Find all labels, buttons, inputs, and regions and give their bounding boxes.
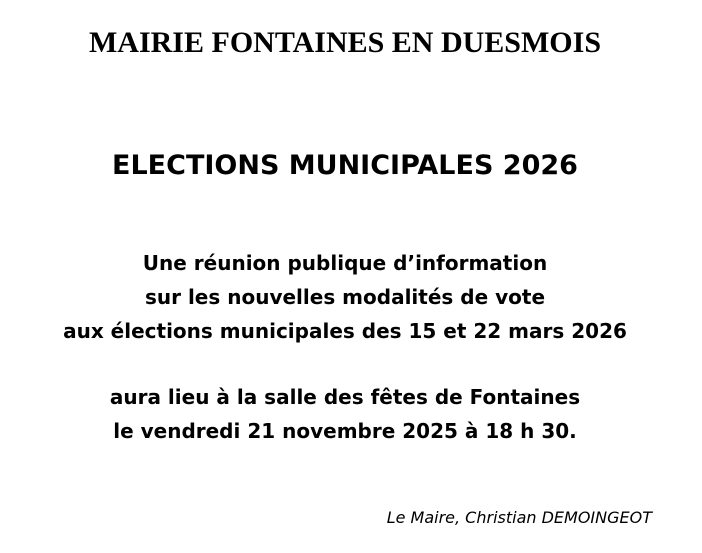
schedule-paragraph: aura lieu à la salle des fêtes de Fontai… xyxy=(0,348,690,448)
slide-content: MAIRIE FONTAINES EN DUESMOIS ELECTIONS M… xyxy=(0,26,690,527)
schedule-line-1: aura lieu à la salle des fêtes de Fontai… xyxy=(109,385,581,409)
announcement-line-1: Une réunion publique d’information xyxy=(142,251,548,275)
announcement-line-3: aux élections municipales des 15 et 22 m… xyxy=(63,319,627,343)
announcement-paragraph: Une réunion publique d’information sur l… xyxy=(0,182,690,348)
mairie-title: MAIRIE FONTAINES EN DUESMOIS xyxy=(88,26,602,59)
mayor-signature: Le Maire, Christian DEMOINGEOT xyxy=(386,508,652,527)
announcement-line-2: sur les nouvelles modalités de vote xyxy=(144,285,546,309)
elections-heading: ELECTIONS MUNICIPALES 2026 xyxy=(112,150,578,181)
schedule-line-2: le vendredi 21 novembre 2025 à 18 h 30. xyxy=(113,419,577,443)
